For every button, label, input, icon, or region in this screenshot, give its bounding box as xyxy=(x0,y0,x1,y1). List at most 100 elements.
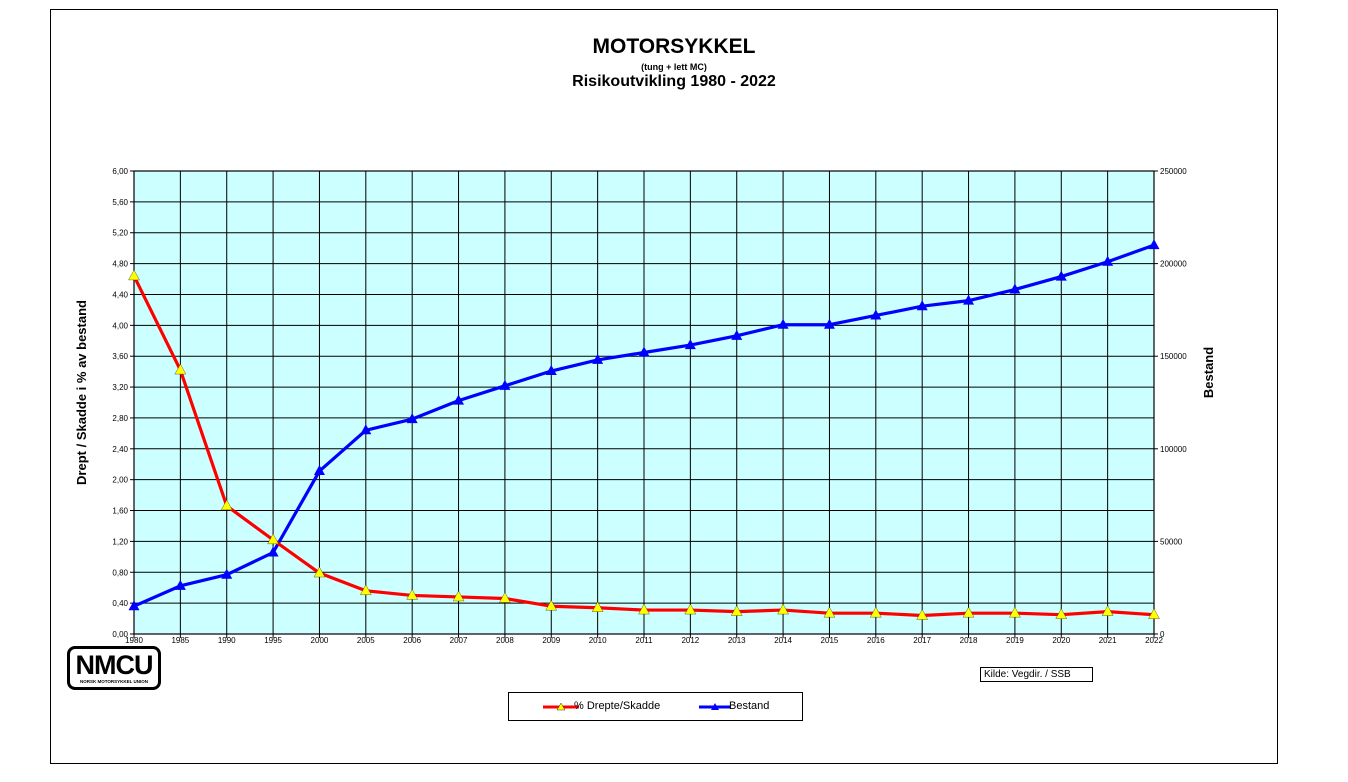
y-tick-label-right: 50000 xyxy=(1160,537,1183,546)
x-tick-label: 2011 xyxy=(635,636,653,645)
y-tick-label-left: 0,40 xyxy=(112,599,128,608)
y-tick-label-right: 100000 xyxy=(1160,445,1187,454)
point-drepte-skadde xyxy=(730,605,743,616)
point-bestand xyxy=(545,365,557,376)
x-tick-label: 2000 xyxy=(311,636,329,645)
point-bestand xyxy=(267,546,279,557)
y-tick-label-left: 4,00 xyxy=(112,321,128,330)
x-tick-label: 2008 xyxy=(496,636,514,645)
y-tick-label-right: 0 xyxy=(1160,630,1165,639)
x-tick-label: 2009 xyxy=(542,636,560,645)
point-bestand xyxy=(777,318,789,329)
y-tick-label-left: 2,40 xyxy=(112,445,128,454)
point-bestand xyxy=(174,579,186,590)
point-bestand xyxy=(1148,239,1160,250)
point-bestand xyxy=(916,300,928,311)
point-bestand xyxy=(406,413,418,424)
y-tick-label-left: 0,80 xyxy=(112,568,128,577)
point-drepte-skadde xyxy=(1055,608,1068,619)
legend-swatch-risk xyxy=(543,702,579,711)
point-drepte-skadde xyxy=(916,609,928,620)
point-drepte-skadde xyxy=(1101,605,1114,616)
point-drepte-skadde xyxy=(962,606,975,618)
point-drepte-skadde xyxy=(220,499,233,511)
x-tick-label: 1980 xyxy=(125,636,143,645)
x-tick-label: 2019 xyxy=(1006,636,1024,645)
x-tick-label: 2018 xyxy=(960,636,978,645)
point-bestand xyxy=(221,568,233,579)
y-tick-label-left: 4,40 xyxy=(112,290,128,299)
x-tick-label: 2010 xyxy=(589,636,607,645)
point-drepte-skadde xyxy=(499,592,511,603)
y-tick-label-left: 2,00 xyxy=(112,476,128,485)
x-tick-label: 2014 xyxy=(774,636,792,645)
logo-subtext: NORSK MOTORSYKKEL UNION xyxy=(79,679,149,684)
point-bestand xyxy=(684,339,696,350)
y-tick-label-left: 6,00 xyxy=(112,167,128,176)
y-tick-label-left: 5,60 xyxy=(112,198,128,207)
legend: % Drepte/Skadde Bestand xyxy=(508,692,803,721)
x-tick-label: 2012 xyxy=(681,636,699,645)
point-drepte-skadde xyxy=(684,603,697,615)
point-drepte-skadde xyxy=(174,363,187,375)
y-tick-label-right: 250000 xyxy=(1160,167,1187,176)
x-tick-label: 2006 xyxy=(403,636,421,645)
point-bestand xyxy=(313,465,325,476)
point-drepte-skadde xyxy=(360,584,372,595)
point-drepte-skadde xyxy=(406,589,418,600)
point-drepte-skadde xyxy=(267,533,279,545)
point-bestand xyxy=(1102,255,1114,266)
x-tick-label: 1995 xyxy=(264,636,282,645)
legend-item-stock: Bestand xyxy=(697,693,797,720)
chart-frame xyxy=(50,9,1278,764)
x-tick-label: 1985 xyxy=(171,636,189,645)
point-bestand xyxy=(870,309,882,320)
x-tick-label: 2007 xyxy=(450,636,468,645)
logo-text: NMCU xyxy=(75,650,154,680)
legend-label-risk: % Drepte/Skadde xyxy=(574,700,661,712)
x-tick-label: 2005 xyxy=(357,636,375,645)
point-drepte-skadde xyxy=(870,606,882,618)
point-drepte-skadde xyxy=(591,601,604,612)
legend-swatch-stock xyxy=(699,703,731,710)
point-drepte-skadde xyxy=(452,590,465,602)
point-drepte-skadde xyxy=(1148,608,1160,619)
x-tick-label: 2013 xyxy=(728,636,746,645)
y-tick-label-left: 3,60 xyxy=(112,352,128,361)
y-tick-label-left: 5,20 xyxy=(112,229,128,238)
point-bestand xyxy=(128,600,140,611)
point-drepte-skadde xyxy=(823,606,836,618)
y-tick-label-left: 0,00 xyxy=(112,630,128,639)
x-tick-label: 2021 xyxy=(1099,636,1117,645)
point-bestand xyxy=(823,318,835,329)
y-tick-label-left: 3,20 xyxy=(112,383,128,392)
point-bestand xyxy=(360,424,372,435)
point-drepte-skadde xyxy=(313,566,326,578)
y-tick-label-right: 150000 xyxy=(1160,352,1187,361)
point-drepte-skadde xyxy=(545,599,558,611)
point-bestand xyxy=(499,379,511,390)
nmcu-logo: NMCU NORSK MOTORSYKKEL UNION xyxy=(67,646,161,690)
point-drepte-skadde xyxy=(1009,606,1021,618)
x-tick-label: 1990 xyxy=(218,636,236,645)
y-tick-label-left: 2,80 xyxy=(112,414,128,423)
plot-border xyxy=(133,170,1155,635)
chart-title: MOTORSYKKEL xyxy=(592,35,756,58)
chart-subtitle-range: Risikoutvikling 1980 - 2022 xyxy=(572,73,776,90)
y-tick-label-left: 4,80 xyxy=(112,260,128,269)
y-tick-label-left: 1,20 xyxy=(112,537,128,546)
y-tick-label-left: 1,60 xyxy=(112,507,128,516)
point-drepte-skadde xyxy=(777,603,789,615)
point-bestand xyxy=(638,346,650,357)
legend-label-stock: Bestand xyxy=(729,700,770,712)
source-note: Kilde: Vegdir. / SSB xyxy=(980,667,1093,682)
point-bestand xyxy=(963,294,975,305)
point-bestand xyxy=(1055,270,1067,281)
x-tick-label: 2020 xyxy=(1052,636,1070,645)
point-drepte-skadde xyxy=(128,269,140,281)
point-bestand xyxy=(1009,283,1021,294)
chart-subtitle: (tung + lett MC) xyxy=(641,62,707,72)
point-bestand xyxy=(592,353,604,364)
y-axis-label-right: Bestand xyxy=(1201,347,1216,398)
